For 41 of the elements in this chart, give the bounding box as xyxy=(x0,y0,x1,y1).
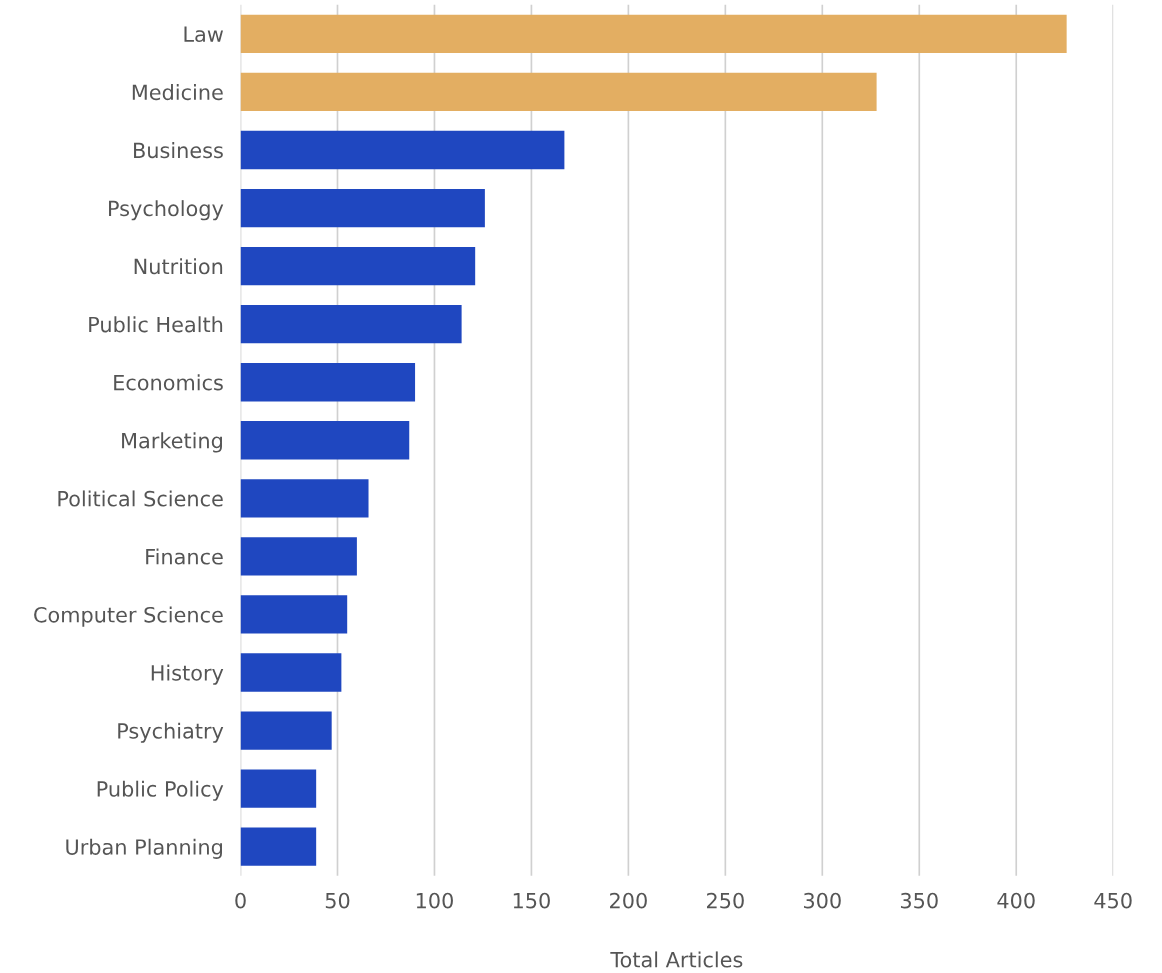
y-tick-label: Finance xyxy=(146,548,223,565)
x-tick-label: 50 xyxy=(325,892,350,909)
x-tick-label: 150 xyxy=(513,892,550,909)
y-tick-label: Public Health xyxy=(89,316,223,333)
y-tick-label: Political Science xyxy=(58,490,223,507)
bar xyxy=(240,653,342,692)
x-tick-label: 400 xyxy=(997,892,1035,909)
bar xyxy=(240,711,332,750)
x-tick-label: 250 xyxy=(706,892,744,909)
y-tick-label: Psychology xyxy=(109,200,224,221)
y-tick-label: Marketing xyxy=(122,432,222,453)
x-tick-label: 200 xyxy=(610,892,647,909)
bar xyxy=(240,305,462,344)
y-tick-label: Business xyxy=(134,142,223,159)
y-tick-label: Urban Planning xyxy=(66,838,222,859)
bar xyxy=(240,363,416,402)
y-tick-label: Medicine xyxy=(132,84,223,101)
bar xyxy=(240,537,357,576)
x-tick-label: 450 xyxy=(1094,892,1132,909)
bar xyxy=(240,595,348,634)
y-tick-label: Computer Science xyxy=(34,606,223,627)
bar xyxy=(240,246,476,286)
x-axis-title: Total Articles xyxy=(610,951,743,968)
bar xyxy=(240,479,369,518)
bar xyxy=(240,14,1067,54)
x-tick-label: 300 xyxy=(804,892,841,909)
y-tick-label: Public Policy xyxy=(97,780,224,801)
y-tick-label: Psychiatry xyxy=(118,722,224,743)
bar xyxy=(240,188,485,228)
y-tick-label: Law xyxy=(184,26,223,43)
x-tick-label: 0 xyxy=(235,892,246,909)
bar xyxy=(240,421,410,460)
bar xyxy=(240,769,317,808)
x-tick-label: 350 xyxy=(900,892,938,909)
x-tick-label: 100 xyxy=(416,892,453,909)
y-tick-label: Nutrition xyxy=(134,258,223,275)
bar xyxy=(240,827,317,866)
bar xyxy=(240,130,565,170)
y-tick-label: History xyxy=(151,664,224,685)
y-tick-label: Economics xyxy=(114,374,223,391)
bar xyxy=(240,72,877,112)
